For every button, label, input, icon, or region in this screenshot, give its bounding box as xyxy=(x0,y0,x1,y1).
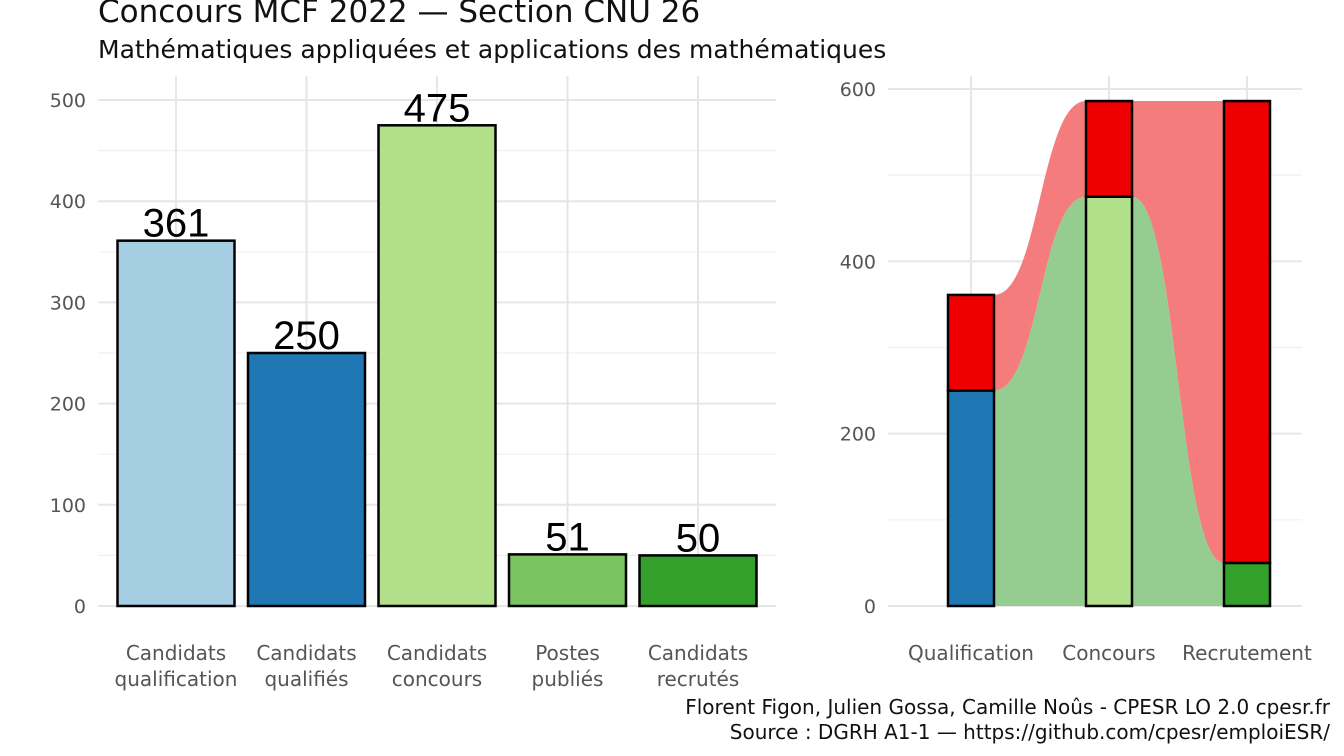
bar xyxy=(638,554,758,608)
right-y-tick-label: 600 xyxy=(840,79,876,101)
left-y-tick-label: 100 xyxy=(50,495,86,517)
right-y-tick-label: 400 xyxy=(840,251,876,273)
flow-band-fail xyxy=(994,101,1224,563)
x-category-label: Candidats xyxy=(126,641,226,665)
bar xyxy=(116,239,236,608)
left-y-tick-label: 0 xyxy=(74,596,86,618)
x-category-label: Recrutement xyxy=(1182,641,1312,665)
x-category-label: concours xyxy=(392,667,482,691)
x-category-label: Postes xyxy=(535,641,600,665)
x-category-label: Concours xyxy=(1062,641,1155,665)
stacked-bar-fail-segment xyxy=(1084,99,1134,198)
right-y-tick-label: 200 xyxy=(840,424,876,446)
chart-subtitle: Mathématiques appliquées et applications… xyxy=(98,35,887,64)
bar-data-label: 250 xyxy=(273,314,340,358)
stacked-bar-success-segment xyxy=(1084,195,1134,608)
bar xyxy=(377,124,497,608)
chart-title: Concours MCF 2022 — Section CNU 26 xyxy=(98,0,701,30)
stacked-bar-success-segment xyxy=(946,389,996,608)
x-category-label: recrutés xyxy=(657,667,740,691)
bar-data-label: 50 xyxy=(676,516,721,560)
x-category-label: Qualification xyxy=(908,641,1034,665)
x-category-label: Candidats xyxy=(648,641,748,665)
x-category-label: qualifiés xyxy=(264,667,348,691)
x-category-label: Candidats xyxy=(256,641,356,665)
caption-source: Source : DGRH A1-1 — https://github.com/… xyxy=(729,720,1330,744)
stacked-bar-success-segment xyxy=(1222,561,1272,608)
stacked-bar-fail-segment xyxy=(1222,99,1272,565)
left-y-tick-label: 200 xyxy=(50,394,86,416)
bar xyxy=(507,553,628,608)
bar-data-label: 51 xyxy=(545,515,590,559)
x-category-label: publiés xyxy=(532,667,604,691)
x-category-label: qualification xyxy=(115,667,238,691)
right-y-tick-label: 0 xyxy=(864,596,876,618)
left-y-tick-label: 400 xyxy=(50,191,86,213)
caption-credits: Florent Figon, Julien Gossa, Camille Noû… xyxy=(685,695,1330,719)
stacked-flow-chart-right: 0 200 400 600 Qualification Concours Recruteme… xyxy=(840,76,1312,665)
left-y-tick-label: 300 xyxy=(50,292,86,314)
bar-chart-left: 0100200300400500361Candidatsqualificatio… xyxy=(50,76,776,691)
left-y-tick-label: 500 xyxy=(50,90,86,112)
bar xyxy=(246,351,367,608)
bar-data-label: 361 xyxy=(143,202,210,246)
stacked-bar-fail-segment xyxy=(946,293,996,392)
x-category-label: Candidats xyxy=(387,641,487,665)
bar-data-label: 475 xyxy=(404,86,471,130)
